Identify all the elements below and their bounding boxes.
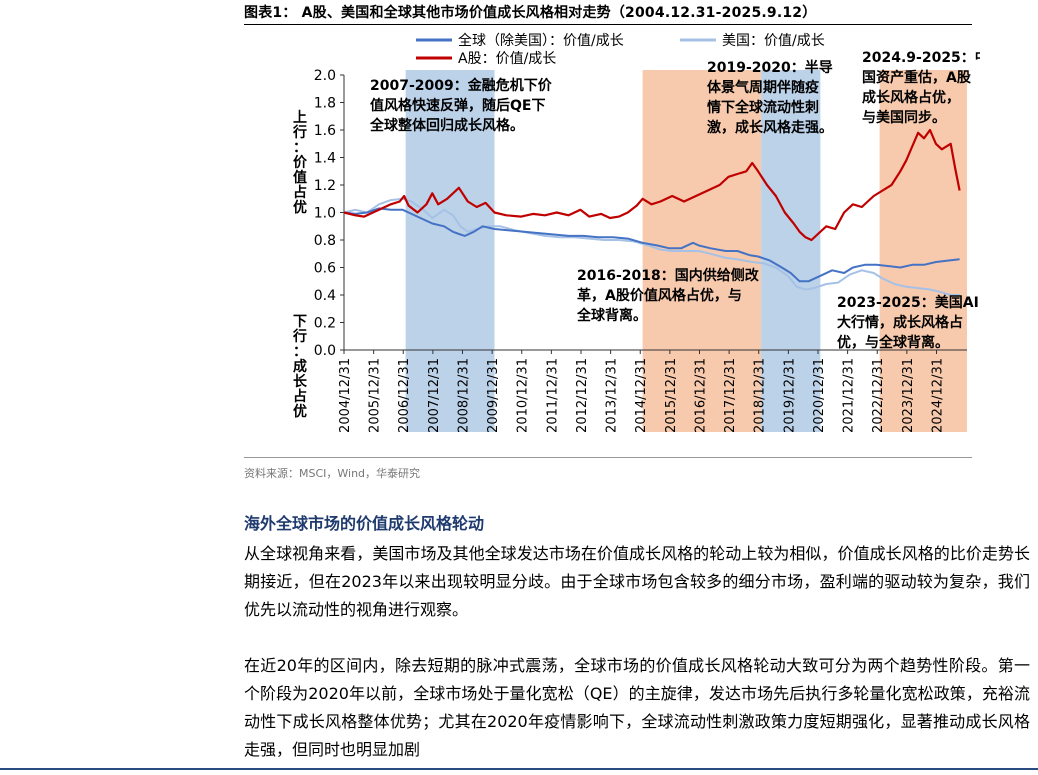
annotation-5: 2023-2025：美国AI 大行情，成长风格占优，与全球背离。	[837, 294, 979, 351]
y-tick-label: 1.8	[314, 96, 336, 112]
shaded-period-3	[761, 70, 821, 432]
x-tick-label: 2020/12/31	[812, 358, 827, 433]
annotation-1: 2007-2009：金融危机下价值风格快速反弹，随后QE下全球整体回归成长风格。	[369, 77, 553, 134]
x-tick-label: 2006/12/31	[397, 358, 412, 433]
figure-title-rule	[244, 24, 972, 25]
y-tick-label: 2.0	[314, 68, 336, 84]
x-tick-label: 2015/12/31	[664, 358, 679, 433]
x-tick-label: 2019/12/31	[782, 358, 797, 433]
x-tick-label: 2012/12/31	[575, 358, 590, 433]
shaded-period-1	[405, 70, 495, 432]
figure-title: 图表1： A股、美国和全球其他市场价值成长风格相对走势（2004.12.31-2…	[244, 5, 817, 21]
paragraph-2: 在近20年的区间内，除去短期的脉冲式震荡，全球市场的价值成长风格轮动大致可分为两…	[244, 656, 1030, 759]
x-tick-label: 2016/12/31	[693, 358, 708, 433]
y-tick-label: 1.6	[314, 123, 336, 139]
annotation-3: 2024.9-2025：中国资产重估，A股成长风格占优，与美国同步。	[862, 49, 980, 126]
x-tick-label: 2018/12/31	[753, 358, 768, 433]
x-tick-label: 2008/12/31	[456, 358, 471, 433]
x-tick-label: 2021/12/31	[842, 358, 857, 433]
chart: 0.0 0.2 0.4 0.6 0.8 1.0 1.2 1.4 1.6 1.8 2.0 2004/1…	[292, 32, 980, 433]
y-tick-label: 0.8	[314, 233, 336, 249]
x-tick-label: 2004/12/31	[338, 358, 353, 433]
y-axis-label-top: 上行：价值占优	[292, 110, 308, 216]
x-tick-label: 2017/12/31	[723, 358, 738, 433]
y-tick-label: 1.0	[314, 206, 336, 222]
x-tick-label: 2023/12/31	[901, 358, 916, 433]
series-line-3	[343, 128, 961, 242]
x-tick-label: 2013/12/31	[605, 358, 620, 433]
figure-source: 资料来源：MSCI，Wind，华泰研究	[244, 467, 421, 480]
series-line-1	[343, 207, 960, 283]
x-tick-label: 2007/12/31	[427, 358, 442, 433]
source-rule	[244, 457, 972, 458]
series-line-2	[343, 197, 960, 296]
annotation-4: 2016-2018：国内供给侧改革，A股价值风格占优，与全球背离。	[576, 267, 760, 324]
legend-label-2: 美国：价值/成长	[722, 33, 825, 49]
y-tick-label: 1.4	[314, 151, 336, 167]
x-tick-label: 2024/12/31	[930, 358, 945, 433]
x-tick-label: 2014/12/31	[634, 358, 649, 433]
x-tick-label: 2005/12/31	[368, 358, 383, 433]
y-tick-label: 1.2	[314, 178, 336, 194]
y-axis-label-bottom: 下行：成长占优	[292, 314, 308, 420]
x-tick-label: 2022/12/31	[871, 358, 886, 433]
legend-label-3: A股：价值/成长	[458, 51, 556, 67]
page-bottom-rule	[0, 768, 1038, 770]
legend-label-1: 全球（除美国）：价值/成长	[458, 32, 624, 49]
x-tick-label: 2010/12/31	[516, 358, 531, 433]
section-heading: 海外全球市场的价值成长风格轮动	[244, 514, 485, 533]
annotation-2: 2019-2020：半导体景气周期伴随疫情下全球流动性刺激，成长风格走强。	[707, 59, 833, 136]
x-tick-label: 2011/12/31	[545, 358, 560, 433]
shaded-period-4	[879, 70, 967, 432]
y-tick-label: 0.2	[314, 316, 336, 332]
paragraph-1: 从全球视角来看，美国市场及其他全球发达市场在价值成长风格的轮动上较为相似，价值成…	[244, 544, 1030, 619]
y-tick-label: 0.6	[314, 261, 336, 277]
x-tick-label: 2009/12/31	[486, 358, 501, 433]
y-tick-label: 0.0	[314, 343, 336, 359]
y-tick-label: 0.4	[314, 288, 336, 304]
